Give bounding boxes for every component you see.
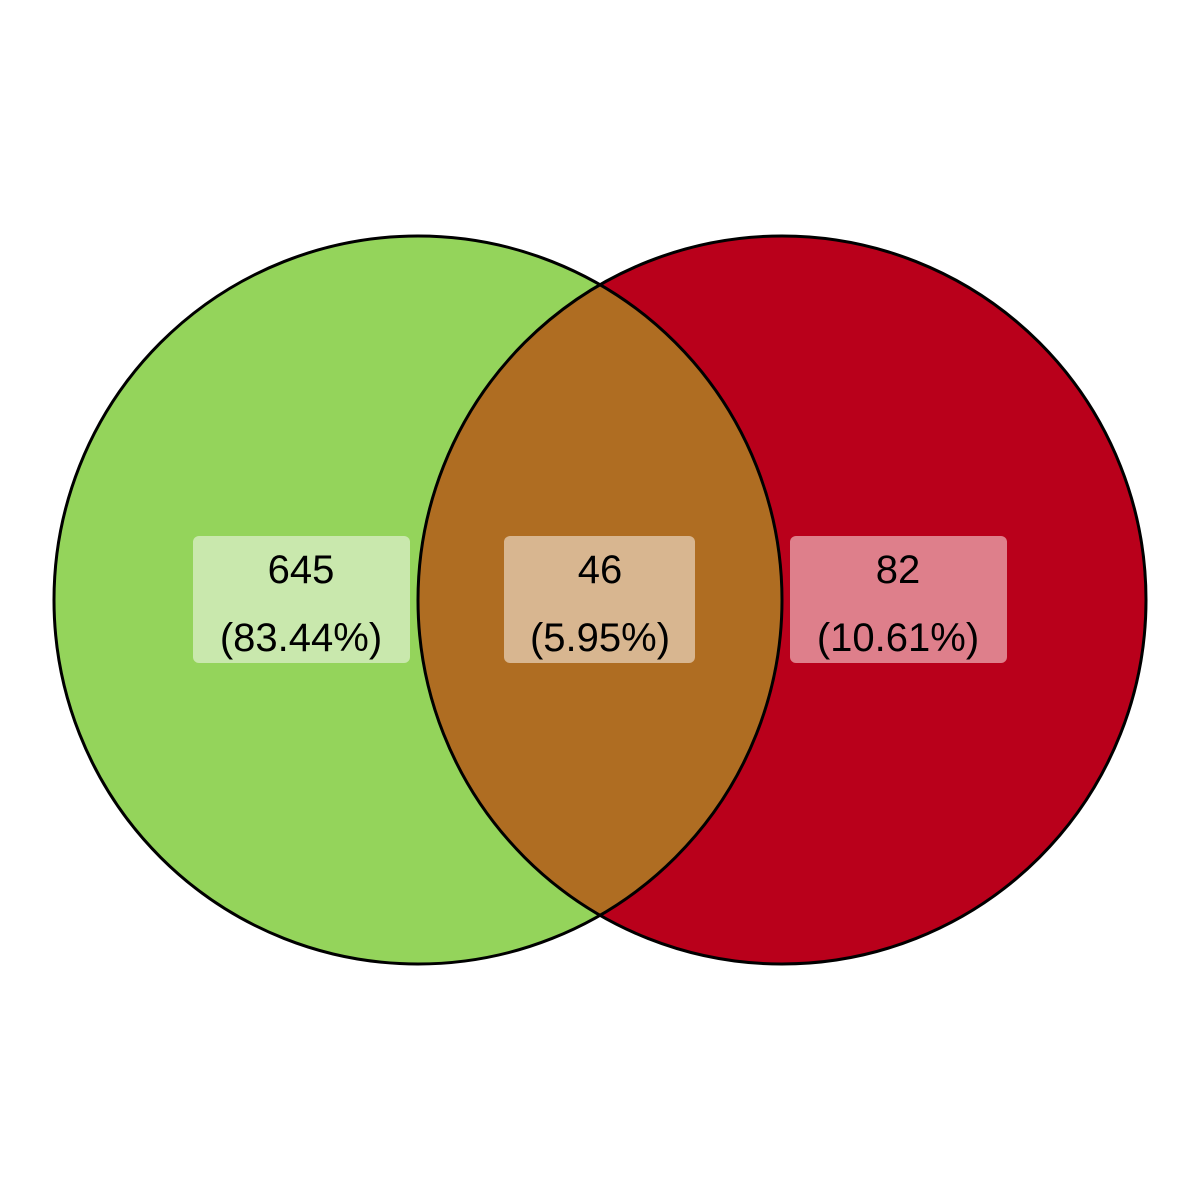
right-only-label-box	[790, 536, 1007, 663]
overlap-percent: (5.95%)	[530, 616, 670, 660]
overlap-label-box	[504, 536, 695, 663]
right-only-count: 82	[876, 548, 921, 592]
left-only-percent: (83.44%)	[220, 616, 382, 660]
left-only-count: 645	[268, 548, 335, 592]
left-set-outline	[52, 234, 784, 966]
right-only-percent: (10.61%)	[817, 616, 979, 660]
right-set-outline	[416, 234, 1148, 966]
left-only-label-box	[193, 536, 410, 663]
overlap-count: 46	[578, 548, 623, 592]
overlap-region	[418, 236, 782, 964]
